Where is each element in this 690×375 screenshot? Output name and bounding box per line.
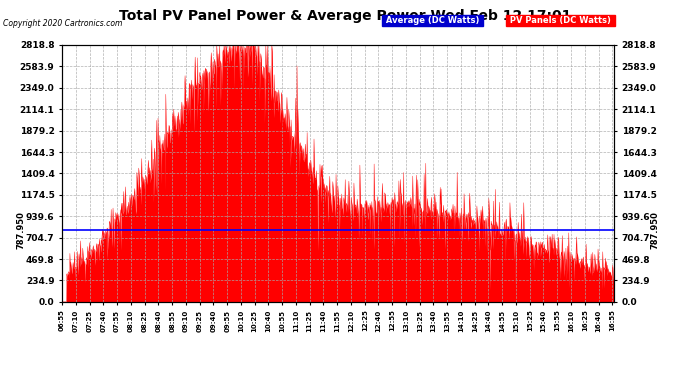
Text: PV Panels (DC Watts): PV Panels (DC Watts) xyxy=(507,16,614,25)
Text: 787.950: 787.950 xyxy=(16,211,26,249)
Text: 787.950: 787.950 xyxy=(651,211,660,249)
Text: Total PV Panel Power & Average Power Wed Feb 12 17:01: Total PV Panel Power & Average Power Wed… xyxy=(119,9,571,23)
Text: Average (DC Watts): Average (DC Watts) xyxy=(383,16,482,25)
Text: Copyright 2020 Cartronics.com: Copyright 2020 Cartronics.com xyxy=(3,19,123,28)
